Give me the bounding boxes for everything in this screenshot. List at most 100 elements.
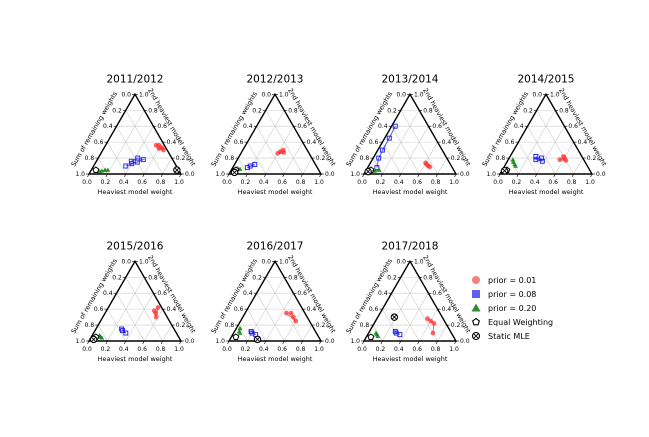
tick-mark [319,173,322,178]
tick-mark [142,173,145,178]
tick-label-left: 0.2 [523,107,533,114]
tick-label-right: 1.0 [139,258,149,265]
tick-mark [399,340,402,345]
ternary-frame [227,259,323,342]
tick-label-left: 0.4 [514,123,524,130]
static-mle-cross [365,169,371,174]
tick-label-left: 0.6 [234,306,244,313]
equal-weighting-marker [232,333,240,340]
tick-mark [160,340,163,345]
tick-label-bottom: 0.8 [156,346,166,353]
static-mle-cross [174,167,180,173]
blue-point [140,157,146,163]
legend-marker-pentagon [472,317,480,326]
tick-label-bottom: 0.4 [394,179,404,186]
tick-label-bottom: 0.0 [493,179,503,186]
blue-point [533,154,539,159]
grid-line [256,126,285,175]
green-point [376,167,382,172]
tick-label-left: 1.0 [75,171,85,178]
red-point [291,314,296,320]
tick-label-left: 0.4 [378,290,388,297]
tick-label-right: 0.0 [185,338,195,345]
tick-mark [498,173,501,178]
tick-label-bottom: 0.4 [119,346,129,353]
tick-label-right: 0.8 [559,107,569,114]
grid-line [437,324,448,342]
axis-label-bottom: Heaviest model weight [238,188,313,196]
tick-label-right: 0.2 [316,322,326,329]
ternary-panel-1: 2011/2012 0.0 0.0 0.0 0.2 0.2 0.2 0.4 0.4 0.4 0.6 0… [70,73,198,196]
ternary-frame [362,92,458,175]
tick-mark [435,173,438,178]
tick-mark [179,173,182,178]
panel-title: 2017/2018 [382,240,439,252]
blue-point [252,161,258,167]
grid-line [391,293,420,342]
tick-label-right: 0.2 [451,155,461,162]
tick-label-bottom: 0.6 [412,346,422,353]
ternary-frame [498,92,594,175]
grid-line [302,324,313,342]
tick-mark [124,173,127,178]
legend: prior = 0.01 prior = 0.08 prior = 0.20 Equa… [471,276,553,341]
axis-label-bottom: Heaviest model weight [98,355,173,363]
tick-label-right: 0.6 [432,290,442,297]
tick-mark [264,173,267,178]
tick-label-bottom: 0.8 [431,346,441,353]
blue-point [244,165,250,171]
grid-line [382,141,402,175]
red-point [156,146,162,151]
tick-mark [264,340,267,345]
tick-label-bottom: 0.6 [412,179,422,186]
red-point [425,316,430,322]
legend-marker-circle [472,276,480,284]
tick-label-right: 0.2 [176,155,186,162]
tick-mark [553,173,556,178]
red-point [153,314,159,320]
tick-label-bottom: 0.8 [296,179,306,186]
tick-mark [535,173,538,178]
static-mle-cross [502,168,507,174]
tick-label-bottom: 0.4 [259,179,269,186]
axis-label-bottom: Heaviest model weight [509,188,584,196]
static-mle-cross [91,337,96,342]
tick-label-bottom: 1.0 [314,179,324,186]
grid-line [237,157,248,175]
tick-label-left: 1.0 [486,171,496,178]
red-point [427,164,433,170]
tick-label-bottom: 1.0 [449,346,459,353]
legend-marker-square [472,290,480,298]
axis-label-bottom: Heaviest model weight [98,188,173,196]
red-point [557,157,563,163]
tick-label-bottom: 0.8 [156,179,166,186]
tick-mark [380,173,383,178]
tick-label-right: 0.4 [307,306,317,313]
tick-label-bottom: 0.2 [241,179,251,186]
legend-marker-cross-line [473,333,479,339]
ternary-panel-4: 2014/2015 0.0 0.0 0.0 0.2 0.2 0.2 0.4 0.4 0.4 0.6 0… [481,73,609,196]
grid-line [107,308,127,342]
green-point [375,333,381,339]
blue-point [374,165,380,171]
red-point [430,330,436,336]
red-point [284,310,289,316]
legend-entry-3: prior = 0.20 [471,303,536,313]
grid-line [97,324,108,342]
red-point [153,142,159,148]
tick-label-bottom: 0.0 [357,346,367,353]
blue-point [539,158,545,164]
tick-label-right: 0.6 [157,123,167,130]
tick-label-bottom: 0.4 [394,346,404,353]
tick-mark [362,173,365,178]
tick-label-left: 0.8 [360,155,370,162]
ternary-frame [362,259,458,342]
tick-label-right: 0.6 [157,290,167,297]
tick-label-left: 0.6 [94,306,104,313]
axis-label-bottom: Heaviest model weight [373,188,448,196]
tick-label-right: 0.4 [442,306,452,313]
panel-title: 2014/2015 [518,73,575,85]
grid-line [372,324,383,342]
tick-mark [245,340,248,345]
grid-line [527,126,556,175]
